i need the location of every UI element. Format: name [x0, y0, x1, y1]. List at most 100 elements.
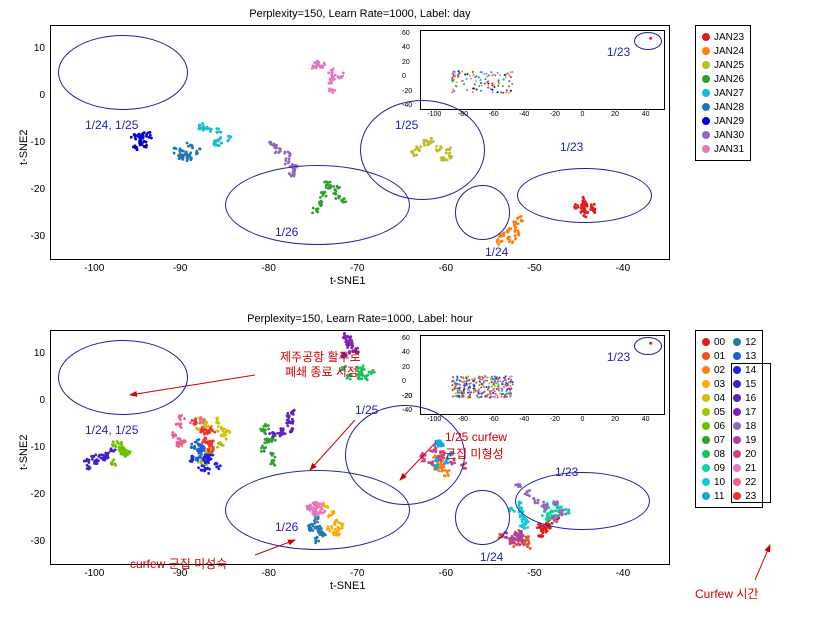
legend-item: 14 — [733, 363, 756, 377]
legend-columns: 0001020304050607080910111213141516171819… — [702, 335, 756, 503]
legend-label: 03 — [714, 379, 725, 390]
legend-item: 22 — [733, 475, 756, 489]
legend-item: 09 — [702, 461, 725, 475]
xtick: -80 — [458, 416, 468, 423]
legend-marker — [702, 89, 710, 97]
annotation-text: 1/24 — [480, 550, 503, 564]
inset-annotation: 1/23 — [607, 45, 630, 59]
annotation-arrow — [755, 545, 770, 580]
legend-label: 00 — [714, 337, 725, 348]
annotation-text: 1/23 — [555, 465, 578, 479]
annotation-text: 1/23 — [560, 140, 583, 154]
legend-label: JAN31 — [714, 144, 744, 155]
legend-marker — [733, 422, 741, 430]
legend-label: JAN24 — [714, 46, 744, 57]
annotation-text: 1/24 — [485, 245, 508, 259]
inset-annotation: 1/23 — [607, 350, 630, 364]
annotation-text: 1/24, 1/25 — [85, 423, 138, 437]
ytick: -10 — [25, 137, 45, 148]
legend-label: 13 — [745, 351, 756, 362]
xtick: 20 — [611, 111, 619, 118]
legend-label: 07 — [714, 435, 725, 446]
ytick: 40 — [402, 349, 410, 356]
cluster-ellipse — [58, 340, 188, 415]
xtick: -100 — [84, 263, 104, 274]
xtick: 0 — [580, 416, 584, 423]
legend-label: 02 — [714, 365, 725, 376]
inset-scatter — [421, 31, 666, 111]
xtick: -70 — [350, 263, 364, 274]
legend-label: 05 — [714, 407, 725, 418]
legend-marker — [702, 422, 710, 430]
ytick: -20 — [25, 489, 45, 500]
legend-item: JAN29 — [702, 114, 744, 128]
legend-label: 04 — [714, 393, 725, 404]
ytick: 0 — [402, 73, 406, 80]
cluster-ellipse — [455, 185, 510, 240]
bottom-xlabel: t-SNE1 — [330, 580, 365, 592]
legend-item: 00 — [702, 335, 725, 349]
legend-item: JAN27 — [702, 86, 744, 100]
legend-label: 20 — [745, 449, 756, 460]
legend-marker — [733, 408, 741, 416]
legend-item: JAN31 — [702, 142, 744, 156]
legend-item: 18 — [733, 419, 756, 433]
annotation-text: 1/26 — [275, 520, 298, 534]
legend-item: 17 — [733, 405, 756, 419]
legend-label: JAN23 — [714, 32, 744, 43]
legend-marker — [702, 103, 710, 111]
xtick: 20 — [611, 416, 619, 423]
cluster-ellipse — [58, 35, 188, 110]
legend-marker — [702, 464, 710, 472]
legend-label: JAN27 — [714, 88, 744, 99]
ytick: 60 — [402, 30, 410, 37]
legend-marker — [702, 380, 710, 388]
legend-label: 08 — [714, 449, 725, 460]
legend-marker — [733, 394, 741, 402]
legend-item: 11 — [702, 489, 725, 503]
legend-item: 06 — [702, 419, 725, 433]
legend-item: 04 — [702, 391, 725, 405]
annotation-text: curfew 군집 미성숙 — [130, 555, 227, 572]
legend-marker — [733, 380, 741, 388]
legend-label: 22 — [745, 477, 756, 488]
legend-label: JAN28 — [714, 102, 744, 113]
annotation-text: 1/26 — [275, 225, 298, 239]
legend-marker — [733, 464, 741, 472]
ytick: -20 — [402, 393, 412, 400]
xtick: -50 — [527, 568, 541, 579]
legend-label: 06 — [714, 421, 725, 432]
ytick: -30 — [25, 231, 45, 242]
legend-item: 15 — [733, 377, 756, 391]
legend-marker — [702, 492, 710, 500]
legend-marker — [733, 492, 741, 500]
annotation-text: 군집 미형성 — [445, 445, 504, 462]
annotation-text: 1/25 curfew — [445, 430, 507, 444]
xtick: 0 — [580, 111, 584, 118]
legend-marker — [702, 61, 710, 69]
legend-marker — [702, 145, 710, 153]
legend-item: 03 — [702, 377, 725, 391]
legend-item: JAN25 — [702, 58, 744, 72]
legend-label: 12 — [745, 337, 756, 348]
xtick: -60 — [489, 111, 499, 118]
ytick: 20 — [402, 59, 410, 66]
xtick: -40 — [519, 111, 529, 118]
legend-item: 13 — [733, 349, 756, 363]
legend-marker — [702, 366, 710, 374]
xtick: -60 — [439, 263, 453, 274]
ytick: -30 — [25, 536, 45, 547]
legend-item: 20 — [733, 447, 756, 461]
legend-label: 23 — [745, 491, 756, 502]
xtick: -40 — [616, 263, 630, 274]
legend-label: 21 — [745, 463, 756, 474]
legend-item: 05 — [702, 405, 725, 419]
legend-item: 01 — [702, 349, 725, 363]
ytick: 10 — [25, 43, 45, 54]
inset-plot — [420, 335, 665, 415]
legend-item: 19 — [733, 433, 756, 447]
annotation-text: 1/25 — [355, 403, 378, 417]
legend-label: 01 — [714, 351, 725, 362]
legend-label: 09 — [714, 463, 725, 474]
cluster-ellipse — [517, 168, 652, 223]
